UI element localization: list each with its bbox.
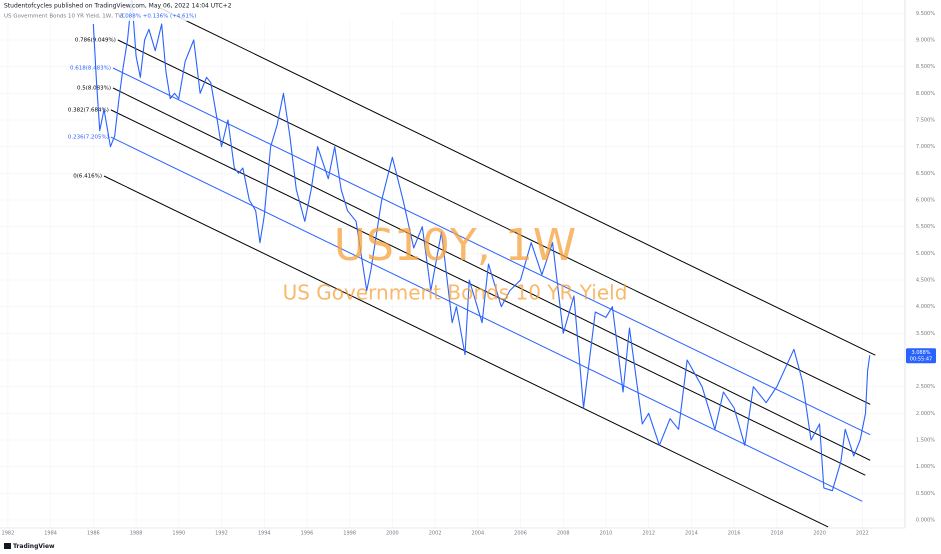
footer-logo: TradingView — [4, 543, 55, 550]
channel-label: 0.618(8.483%) — [70, 66, 111, 72]
x-tick-label: 1982 — [2, 531, 15, 537]
channel-line — [112, 67, 871, 436]
x-tick-label: 1988 — [130, 531, 143, 537]
y-tick-label: 0.000% — [916, 518, 935, 524]
x-tick-label: 2002 — [429, 531, 442, 537]
y-tick-label: 2.000% — [916, 411, 935, 417]
footer: TradingView — [13, 543, 55, 550]
price-line — [92, 0, 871, 492]
x-tick-label: 1986 — [87, 531, 100, 537]
channel-line — [159, 7, 876, 356]
y-tick-label: 5.000% — [916, 251, 935, 257]
x-tick-label: 1992 — [215, 531, 228, 537]
channel-label: 0(6.416%) — [73, 174, 102, 180]
x-tick-label: 2004 — [471, 531, 484, 537]
subtitle: US Government Bonds 10 YR Yield, 1W, TVC — [4, 14, 126, 20]
y-tick-label: 6.000% — [916, 198, 935, 204]
plot-area: 0.786(9.049%) 0.618(8.483%) 0.5(8.083%) 0.3… — [68, 0, 876, 528]
y-tick-label: 0.500% — [916, 491, 935, 497]
watermark-title: US10Y, 1W — [334, 220, 576, 271]
channel-line — [110, 136, 863, 502]
last-price-label: 3.088% — [911, 350, 930, 356]
x-tick-label: 2006 — [514, 531, 527, 537]
header: Studentofcycles published on TradingView… — [4, 3, 232, 10]
y-tick-label: 3.500% — [916, 331, 935, 337]
quote: 3.088% +0.136% (+4.61%) — [120, 14, 196, 20]
y-tick-label: 2.500% — [916, 384, 935, 390]
y-tick-label: 4.500% — [916, 278, 935, 284]
y-tick-label: 4.000% — [916, 304, 935, 310]
y-tick-label: 9.500% — [916, 11, 935, 17]
last-price-badge — [906, 348, 936, 364]
x-tick-label: 2010 — [600, 531, 613, 537]
channel-label: 0.236(7.205%) — [68, 135, 109, 141]
channel-label: 0.5(8.083%) — [77, 86, 111, 92]
y-tick-label: 5.500% — [916, 224, 935, 230]
header-backdrop — [0, 0, 400, 21]
x-tick-label: 2014 — [685, 531, 698, 537]
y-tick-label: 1.500% — [916, 438, 935, 444]
y-tick-label: 6.500% — [916, 171, 935, 177]
y-tick-label: 7.500% — [916, 118, 935, 124]
axes: 0.000%0.500%1.000%1.500%2.000%2.500%3.00… — [2, 11, 936, 537]
x-tick-label: 1990 — [172, 531, 185, 537]
x-tick-label: 2008 — [557, 531, 570, 537]
y-tick-label: 8.000% — [916, 91, 935, 97]
channel-line — [103, 175, 829, 528]
x-tick-label: 1998 — [343, 531, 356, 537]
x-tick-label: 2000 — [386, 531, 399, 537]
x-tick-label: 2012 — [642, 531, 655, 537]
y-tick-label: 8.500% — [916, 64, 935, 70]
x-tick-label: 2018 — [770, 531, 783, 537]
y-tick-label: 1.000% — [916, 464, 935, 470]
x-tick-label: 2020 — [813, 531, 826, 537]
countdown: 00:55:47 — [910, 356, 932, 362]
x-tick-label: 1996 — [301, 531, 314, 537]
y-tick-label: 7.000% — [916, 144, 935, 150]
x-tick-label: 1994 — [258, 531, 271, 537]
channel-label: 0.382(7.684%) — [68, 107, 109, 113]
x-tick-label: 2016 — [728, 531, 741, 537]
y-tick-label: 9.000% — [916, 38, 935, 44]
channel-line — [117, 39, 871, 405]
channel-label: 0.786(9.049%) — [75, 38, 116, 44]
watermark-subtitle: US Government Bonds 10 YR Yield — [283, 281, 628, 305]
x-tick-label: 2022 — [856, 531, 869, 537]
logo-icon — [4, 543, 11, 549]
x-tick-label: 1984 — [44, 531, 57, 537]
